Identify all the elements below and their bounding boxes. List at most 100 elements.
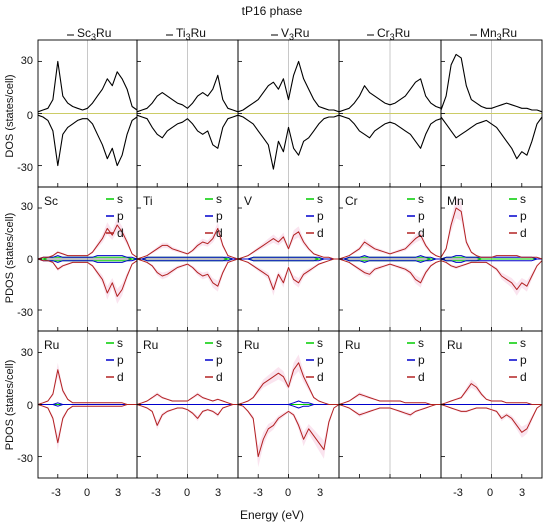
legend-label-p: p bbox=[418, 353, 425, 367]
legend-label-s: s bbox=[520, 336, 526, 350]
legend-label-d: d bbox=[317, 370, 324, 384]
p-up-line bbox=[339, 255, 441, 260]
p-down-line bbox=[238, 404, 339, 409]
total-dos-up-line bbox=[37, 60, 138, 113]
d-down-line bbox=[237, 258, 339, 291]
figure-title: tP16 phase bbox=[242, 4, 303, 18]
legend-label-p: p bbox=[317, 209, 324, 223]
d-band-area bbox=[137, 259, 238, 292]
legend-label-d: d bbox=[418, 370, 425, 384]
d-down-line bbox=[37, 258, 138, 297]
legend-label-s: s bbox=[216, 192, 222, 206]
y-tick-label: -30 bbox=[17, 307, 33, 319]
svg-text:Cr3Ru: Cr3Ru bbox=[377, 26, 410, 42]
legend-label-p: p bbox=[520, 353, 527, 367]
x-tick-label: 3 bbox=[519, 487, 525, 499]
svg-text:V3Ru: V3Ru bbox=[281, 26, 309, 42]
row2-ylabel: PDOS (states/cell) bbox=[4, 213, 16, 303]
total-dos-down-line bbox=[338, 114, 442, 149]
d-down-line bbox=[136, 404, 238, 426]
formula-base: V bbox=[281, 26, 289, 40]
panel-element-label: Cr bbox=[345, 194, 358, 208]
p-down-line bbox=[137, 258, 238, 262]
x-tick-label: 3 bbox=[115, 487, 121, 499]
d-up-line bbox=[237, 231, 339, 260]
d-down-line bbox=[338, 404, 441, 416]
total-dos-up-line bbox=[440, 53, 543, 113]
legend-label-p: p bbox=[520, 209, 527, 223]
d-up-line bbox=[136, 227, 239, 260]
y-tick-label: -30 bbox=[17, 453, 33, 465]
d-up-line bbox=[440, 383, 542, 405]
formula-base: Cr bbox=[377, 26, 390, 40]
y-tick-label: -30 bbox=[17, 162, 33, 174]
d-down-line bbox=[136, 258, 239, 287]
x-tick-label: 3 bbox=[317, 487, 323, 499]
legend-label-s: s bbox=[418, 336, 424, 350]
d-up-line bbox=[237, 362, 339, 405]
total-dos-down-line bbox=[37, 114, 138, 167]
y-tick-label: 0 bbox=[27, 110, 33, 122]
total-dos-up-line bbox=[136, 74, 239, 113]
d-band-area bbox=[441, 260, 542, 296]
legend-label-s: s bbox=[117, 192, 123, 206]
svg-text:Ti3Ru: Ti3Ru bbox=[176, 26, 206, 42]
d-up-line bbox=[37, 224, 138, 260]
p-up-line bbox=[37, 255, 138, 260]
legend-label-s: s bbox=[216, 336, 222, 350]
y-tick-labels: 30 0 -30 30 0 -30 30 0 -30 bbox=[17, 55, 33, 465]
column-title-3: V3Ru bbox=[271, 26, 309, 42]
formula-ru: Ru bbox=[395, 26, 410, 40]
total-dos-down-line bbox=[440, 116, 543, 160]
column-title-1: Sc3Ru bbox=[67, 26, 111, 42]
panel-element-label: Sc bbox=[44, 194, 58, 208]
formula-ru: Ru bbox=[294, 26, 309, 40]
x-tick-label: -3 bbox=[51, 487, 61, 499]
x-tick-label: 0 bbox=[285, 487, 291, 499]
d-band-area bbox=[238, 259, 339, 296]
x-tick-label: 0 bbox=[184, 487, 190, 499]
d-band-area bbox=[38, 404, 137, 451]
p-up-line bbox=[137, 256, 238, 260]
panel-element-label: V bbox=[244, 194, 252, 208]
legend-label-p: p bbox=[117, 209, 124, 223]
d-band-area bbox=[339, 230, 441, 259]
formula-ru: Ru bbox=[191, 26, 206, 40]
total-dos-down-line bbox=[136, 114, 239, 149]
panel-element-label: Ti bbox=[143, 194, 153, 208]
x-tick-label: 0 bbox=[487, 487, 493, 499]
legend-label-d: d bbox=[117, 370, 124, 384]
legend-label-p: p bbox=[216, 353, 223, 367]
total-dos-down-line bbox=[237, 114, 340, 170]
d-down-line bbox=[37, 404, 137, 444]
legend-label-d: d bbox=[520, 370, 527, 384]
x-tick-label: -3 bbox=[151, 487, 161, 499]
y-tick-label: 30 bbox=[21, 347, 33, 359]
d-down-line bbox=[237, 404, 340, 458]
d-band-area bbox=[339, 259, 441, 288]
s-down-line bbox=[440, 258, 542, 262]
d-band-area bbox=[137, 404, 238, 430]
column-title-5: Mn3Ru bbox=[470, 26, 517, 42]
legend-label-d: d bbox=[418, 226, 425, 240]
d-band-area bbox=[339, 404, 441, 417]
legend-label-d: d bbox=[216, 226, 223, 240]
formula-subscript: 3 bbox=[390, 32, 395, 42]
x-tick-label: 0 bbox=[84, 487, 90, 499]
legend-label-p: p bbox=[418, 209, 425, 223]
svg-text:Mn3Ru: Mn3Ru bbox=[480, 26, 517, 42]
d-up-line bbox=[136, 393, 238, 405]
y-tick-label: 30 bbox=[21, 201, 33, 213]
total-dos-up-line bbox=[338, 78, 442, 113]
d-down-line bbox=[440, 404, 543, 433]
p-up-line bbox=[238, 256, 339, 260]
legend-label-d: d bbox=[520, 226, 527, 240]
d-up-line bbox=[338, 393, 441, 405]
legend-label-p: p bbox=[216, 209, 223, 223]
d-up-line bbox=[338, 234, 442, 260]
formula-subscript: 3 bbox=[186, 32, 191, 42]
panel-element-label: Ru bbox=[345, 338, 360, 352]
legend-label-d: d bbox=[317, 226, 324, 240]
row3-ylabel: PDOS (states/cell) bbox=[4, 360, 16, 450]
